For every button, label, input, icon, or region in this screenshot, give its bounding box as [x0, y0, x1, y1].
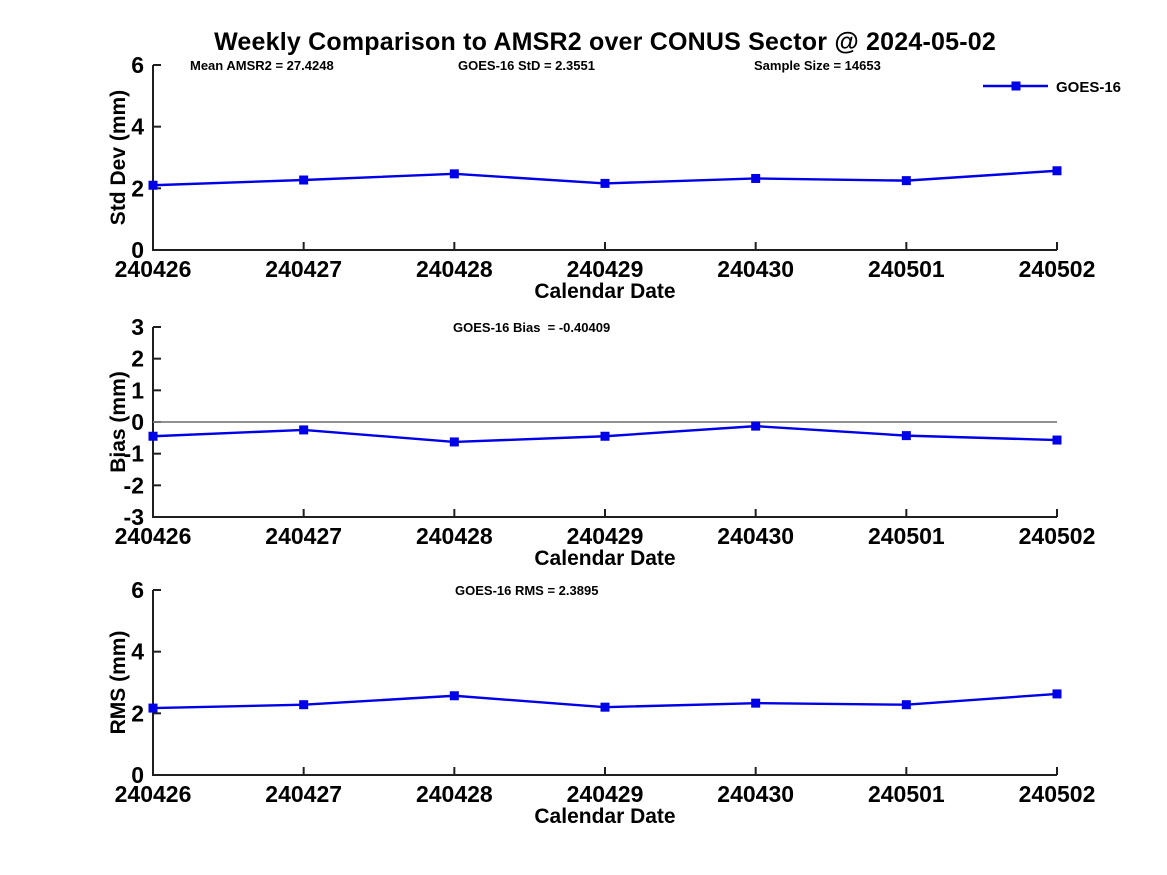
x-tick-label: 240502 [1019, 781, 1096, 807]
y-tick-label: 0 [131, 409, 144, 435]
y-tick-label: 4 [131, 114, 144, 140]
x-tick-label: 240427 [265, 256, 342, 282]
series-marker [751, 421, 761, 431]
y-tick-label: -3 [124, 504, 144, 530]
series-marker [1052, 689, 1062, 699]
y-tick-label: 2 [131, 346, 144, 372]
series-marker [449, 437, 459, 447]
x-tick-label: 240430 [717, 256, 794, 282]
series-marker [901, 431, 911, 441]
series-marker [148, 703, 158, 713]
y-tick-label: -1 [124, 441, 145, 467]
x-axis-label: Calendar Date [534, 280, 675, 303]
y-axis-label: Bias (mm) [107, 371, 130, 473]
series-marker [299, 425, 309, 435]
x-tick-label: 240429 [567, 256, 644, 282]
x-tick-label: 240429 [567, 781, 644, 807]
x-axis-label: Calendar Date [534, 805, 675, 828]
legend-label: GOES-16 [1056, 79, 1121, 96]
x-tick-label: 240501 [868, 256, 945, 282]
y-tick-label: -2 [124, 472, 144, 498]
x-tick-label: 240502 [1019, 523, 1096, 549]
y-tick-label: 1 [131, 377, 144, 403]
series-marker [1052, 435, 1062, 445]
y-tick-label: 2 [131, 700, 144, 726]
annotation-text: GOES-16 Bias = -0.40409 [453, 320, 610, 335]
x-axis-label: Calendar Date [534, 547, 675, 570]
legend: GOES-16 [983, 79, 1121, 96]
y-tick-label: 0 [131, 237, 144, 263]
x-tick-label: 240428 [416, 523, 493, 549]
series-marker [1052, 166, 1062, 176]
series-marker [299, 175, 309, 185]
x-tick-label: 240428 [416, 781, 493, 807]
x-tick-label: 240501 [868, 781, 945, 807]
x-tick-label: 240502 [1019, 256, 1096, 282]
x-tick-label: 240426 [115, 781, 192, 807]
x-tick-label: 240426 [115, 256, 192, 282]
y-axis-label: Std Dev (mm) [107, 90, 130, 225]
y-axis-label: RMS (mm) [107, 631, 130, 735]
series-marker [148, 431, 158, 441]
annotation-text: GOES-16 RMS = 2.3895 [455, 583, 598, 598]
subplot-2: -3 -2 -1 0 1 2 3 240426 240427 240428 240429 240430… [107, 314, 1095, 570]
series-marker [148, 180, 158, 190]
series-marker [600, 431, 610, 441]
annotation-text: GOES-16 StD = 2.3551 [458, 58, 595, 73]
series-marker [449, 169, 459, 179]
series-marker [449, 691, 459, 701]
y-tick-label: 4 [131, 639, 144, 665]
series-marker [901, 700, 911, 710]
legend-marker [1011, 81, 1021, 91]
x-tick-label: 240429 [567, 523, 644, 549]
y-tick-label: 6 [131, 577, 144, 603]
subplot-1: 0 2 4 6 240426 240427 240428 240429 240430 240501… [107, 52, 1121, 303]
x-tick-label: 240427 [265, 781, 342, 807]
series-marker [901, 176, 911, 186]
series-marker [600, 702, 610, 712]
y-tick-label: 0 [131, 762, 144, 788]
series-marker [299, 700, 309, 710]
subplot-3: 0 2 4 6 240426 240427 240428 240429 240430 240501… [107, 577, 1095, 828]
y-tick-label: 6 [131, 52, 144, 78]
x-tick-label: 240427 [265, 523, 342, 549]
series-marker [751, 173, 761, 183]
annotation-text: Mean AMSR2 = 27.4248 [190, 58, 334, 73]
x-tick-label: 240501 [868, 523, 945, 549]
y-tick-label: 3 [131, 314, 144, 340]
series-marker [751, 698, 761, 708]
figure-title: Weekly Comparison to AMSR2 over CONUS Se… [214, 28, 996, 56]
y-tick-label: 2 [131, 175, 144, 201]
x-tick-label: 240430 [717, 523, 794, 549]
x-tick-label: 240430 [717, 781, 794, 807]
x-tick-label: 240426 [115, 523, 192, 549]
series-marker [600, 178, 610, 188]
x-tick-label: 240428 [416, 256, 493, 282]
annotation-text: Sample Size = 14653 [754, 58, 881, 73]
